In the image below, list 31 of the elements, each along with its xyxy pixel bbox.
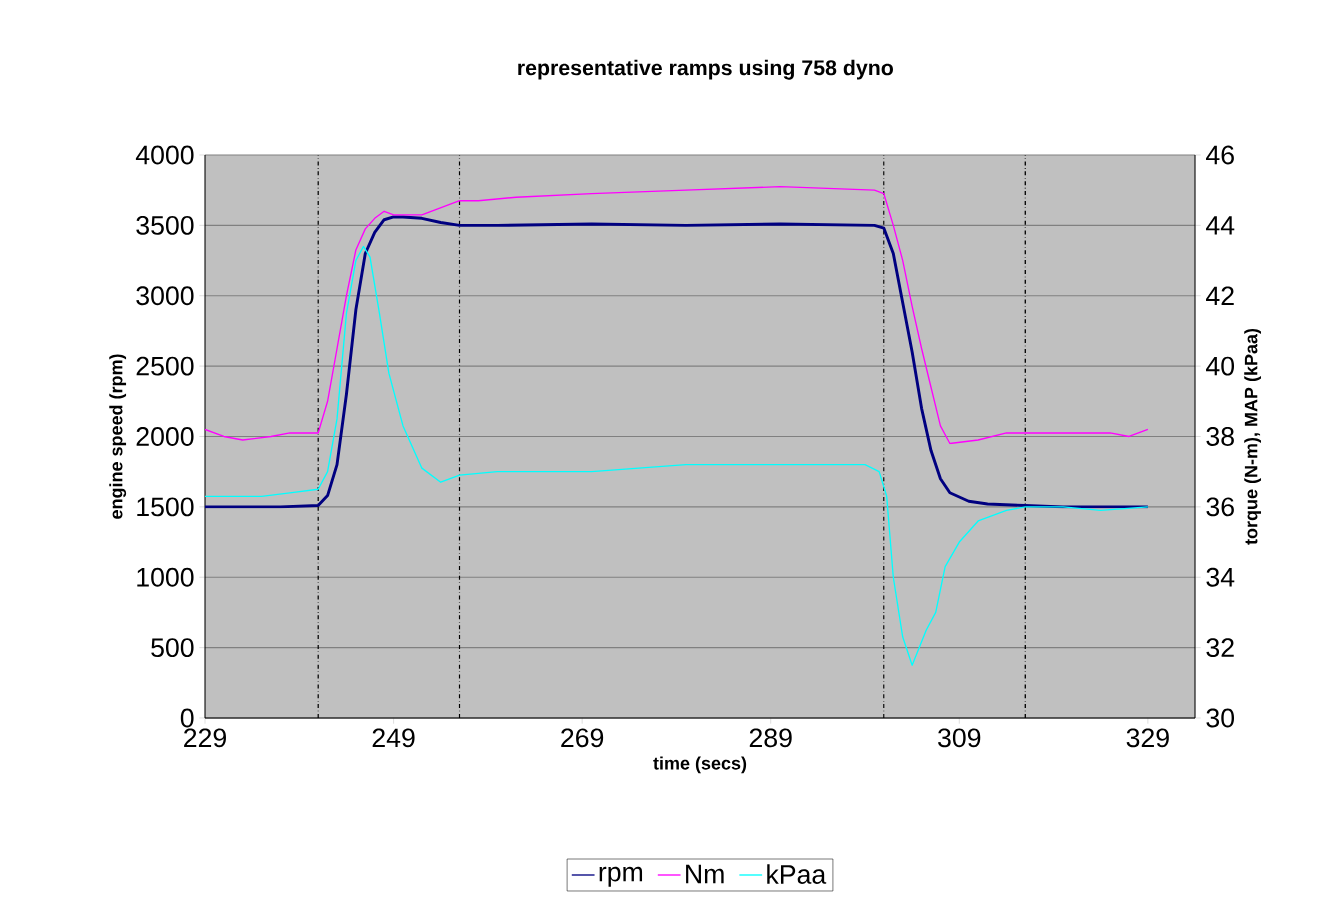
y2-tick-label: 30: [1206, 708, 1235, 728]
y-tick-label: 4000: [135, 145, 194, 165]
y-tick-label: 1000: [137, 567, 194, 587]
y2-tick-label: 38: [1206, 427, 1234, 446]
x-tick-label: 249: [372, 728, 415, 748]
legend-label: Nm: [686, 864, 724, 884]
y-tick-label: 500: [151, 638, 194, 658]
y-axis-title: engine speed (rpm): [109, 354, 127, 519]
x-tick-label: 229: [184, 728, 226, 748]
y2-tick-label: 32: [1206, 638, 1234, 658]
x-axis-title: time (secs): [653, 756, 747, 774]
chart-title: representative ramps using 758 dyno: [518, 59, 893, 80]
y-tick-label: 2000: [136, 427, 194, 446]
y-tick-label: 3000: [136, 286, 194, 306]
x-tick-label: 329: [1126, 728, 1169, 748]
legend-label: kPaa: [767, 864, 827, 884]
x-tick-label: 289: [749, 728, 792, 748]
y-tick-label: 2500: [136, 356, 194, 376]
y2-axis-title: torque (N-m), MAP (kPaa): [1244, 328, 1262, 545]
x-tick-label: 309: [938, 728, 981, 748]
y-tick-label: 1500: [137, 497, 194, 517]
y-tick-label: 0: [180, 708, 194, 728]
y2-tick-label: 46: [1206, 145, 1234, 165]
y2-tick-label: 44: [1206, 216, 1235, 235]
x-tick-label: 269: [561, 728, 604, 748]
y2-tick-label: 40: [1206, 356, 1235, 376]
legend-label: rpm: [599, 866, 643, 887]
y-tick-label: 3500: [136, 215, 194, 235]
y2-tick-label: 42: [1206, 286, 1234, 306]
y2-tick-label: 34: [1206, 567, 1235, 587]
y2-tick-label: 36: [1206, 497, 1234, 517]
